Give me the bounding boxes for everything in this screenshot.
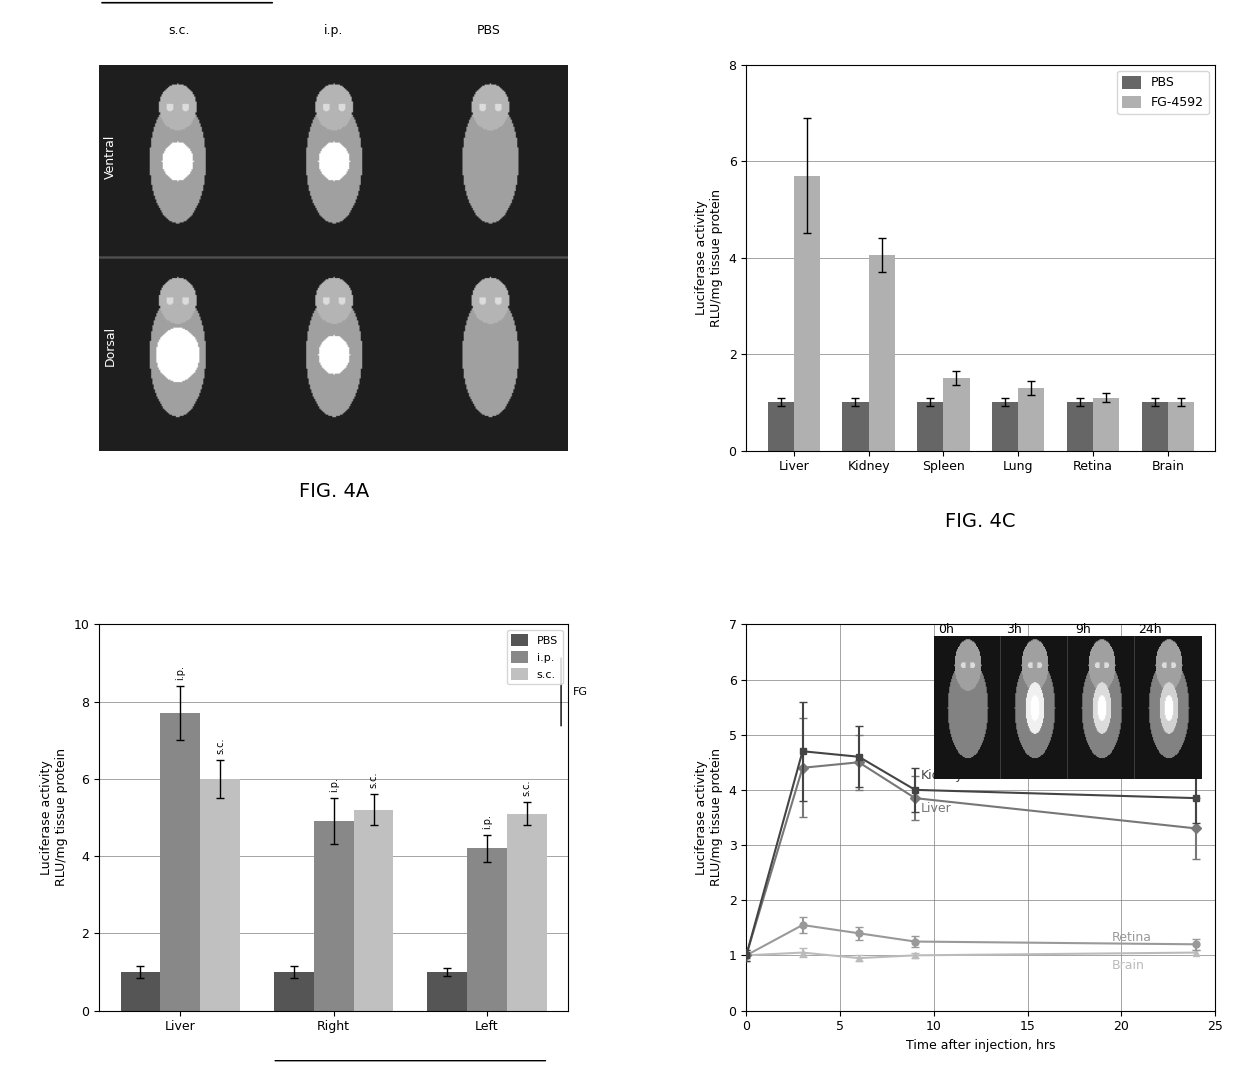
Bar: [428, 972, 467, 1010]
Text: Dorsal: Dorsal: [104, 327, 117, 367]
Text: FIG. 4C: FIG. 4C: [945, 513, 1016, 531]
Bar: [794, 175, 820, 450]
Bar: [353, 809, 393, 1010]
X-axis label: Time after injection, hrs: Time after injection, hrs: [906, 1038, 1055, 1051]
Bar: [1142, 402, 1168, 450]
Bar: [274, 972, 314, 1010]
Bar: [992, 402, 1018, 450]
Text: i.p.: i.p.: [482, 814, 492, 829]
Bar: [1066, 402, 1092, 450]
Text: i.p.: i.p.: [324, 25, 343, 38]
Bar: [868, 255, 895, 450]
Legend: PBS, FG-4592: PBS, FG-4592: [1117, 71, 1209, 114]
Text: s.c.: s.c.: [216, 737, 226, 754]
Bar: [1018, 388, 1044, 450]
Bar: [1092, 398, 1120, 450]
Y-axis label: Luciferase activity
RLU/mg tissue protein: Luciferase activity RLU/mg tissue protei…: [694, 748, 723, 887]
Text: 0h: 0h: [937, 622, 954, 636]
Text: Ventral: Ventral: [104, 135, 117, 180]
Bar: [120, 972, 160, 1010]
Legend: PBS, i.p., s.c.: PBS, i.p., s.c.: [507, 630, 563, 685]
Bar: [1168, 402, 1194, 450]
Bar: [200, 778, 241, 1010]
Text: FIG. 4A: FIG. 4A: [299, 482, 368, 501]
Bar: [918, 402, 944, 450]
Text: s.c.: s.c.: [169, 25, 190, 38]
Bar: [842, 402, 868, 450]
Y-axis label: Luciferase activity
RLU/mg tissue protein: Luciferase activity RLU/mg tissue protei…: [40, 748, 68, 887]
Text: FG: FG: [573, 687, 588, 697]
Bar: [507, 814, 547, 1010]
Text: Kidney: Kidney: [921, 769, 963, 782]
Bar: [467, 848, 507, 1010]
Text: Liver: Liver: [921, 802, 951, 815]
Text: Retina: Retina: [1112, 931, 1152, 944]
Text: 3h: 3h: [1006, 622, 1022, 636]
Bar: [314, 821, 353, 1010]
Bar: [160, 713, 200, 1010]
Bar: [944, 378, 970, 450]
Text: i.p.: i.p.: [329, 777, 339, 792]
Text: i.p.: i.p.: [175, 665, 185, 680]
Text: s.c.: s.c.: [522, 779, 532, 797]
Text: 9h: 9h: [1075, 622, 1091, 636]
Text: s.c.: s.c.: [368, 772, 378, 788]
Bar: [768, 402, 794, 450]
Text: 24h: 24h: [1138, 622, 1162, 636]
Text: PBS: PBS: [476, 25, 500, 38]
Y-axis label: Luciferase activity
RLU/mg tissue protein: Luciferase activity RLU/mg tissue protei…: [694, 188, 723, 327]
Text: Brain: Brain: [1112, 959, 1145, 972]
